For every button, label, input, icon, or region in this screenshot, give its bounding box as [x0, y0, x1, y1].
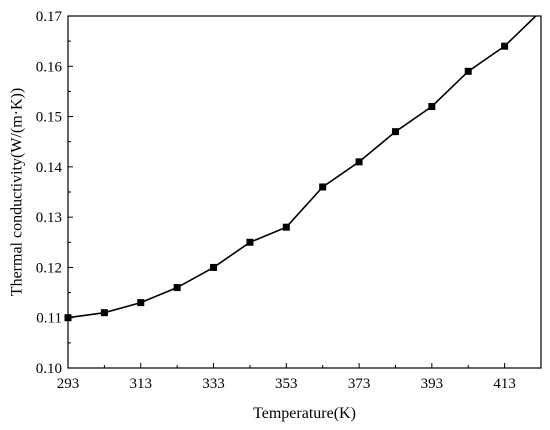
data-point-marker: [391, 128, 399, 136]
data-point-marker: [246, 238, 254, 246]
y-tick-label: 0.11: [36, 311, 62, 327]
y-tick-label: 0.16: [36, 59, 63, 75]
data-point-marker: [428, 103, 436, 111]
x-tick-label: 353: [275, 376, 298, 392]
tick-labels: 293 313 333 353 373 393 413 0.10 0.11 0.12 0.13 0.1…: [36, 9, 516, 392]
y-tick-label: 0.15: [36, 110, 62, 126]
x-tick-label: 393: [421, 376, 444, 392]
tick-marks: [67, 15, 506, 369]
data-point-marker: [173, 284, 181, 292]
data-point-marker: [501, 42, 509, 50]
x-tick-label: 333: [202, 376, 225, 392]
y-tick-label: 0.13: [36, 210, 62, 226]
x-tick-label: 413: [493, 376, 516, 392]
y-tick-label: 0.17: [36, 9, 63, 25]
x-tick-label: 293: [57, 376, 80, 392]
y-tick-label: 0.14: [36, 160, 63, 176]
data-point-marker: [137, 299, 145, 307]
data-point-marker: [464, 67, 472, 75]
y-tick-label: 0.12: [36, 260, 62, 276]
series-group: [64, 16, 537, 322]
y-tick-label: 0.10: [36, 361, 62, 377]
data-point-marker: [100, 309, 108, 317]
x-tick-label: 373: [348, 376, 371, 392]
x-tick-label: 313: [130, 376, 153, 392]
data-point-marker: [319, 183, 327, 191]
series-line: [68, 16, 537, 319]
y-axis-title: Thermal conductivity(W/(m·K)): [9, 88, 26, 296]
data-point-marker: [210, 263, 218, 271]
x-axis-title: Temperature(K): [253, 405, 356, 422]
plot-frame: [67, 15, 542, 369]
data-point-marker: [355, 158, 363, 166]
data-point-marker: [282, 223, 290, 231]
